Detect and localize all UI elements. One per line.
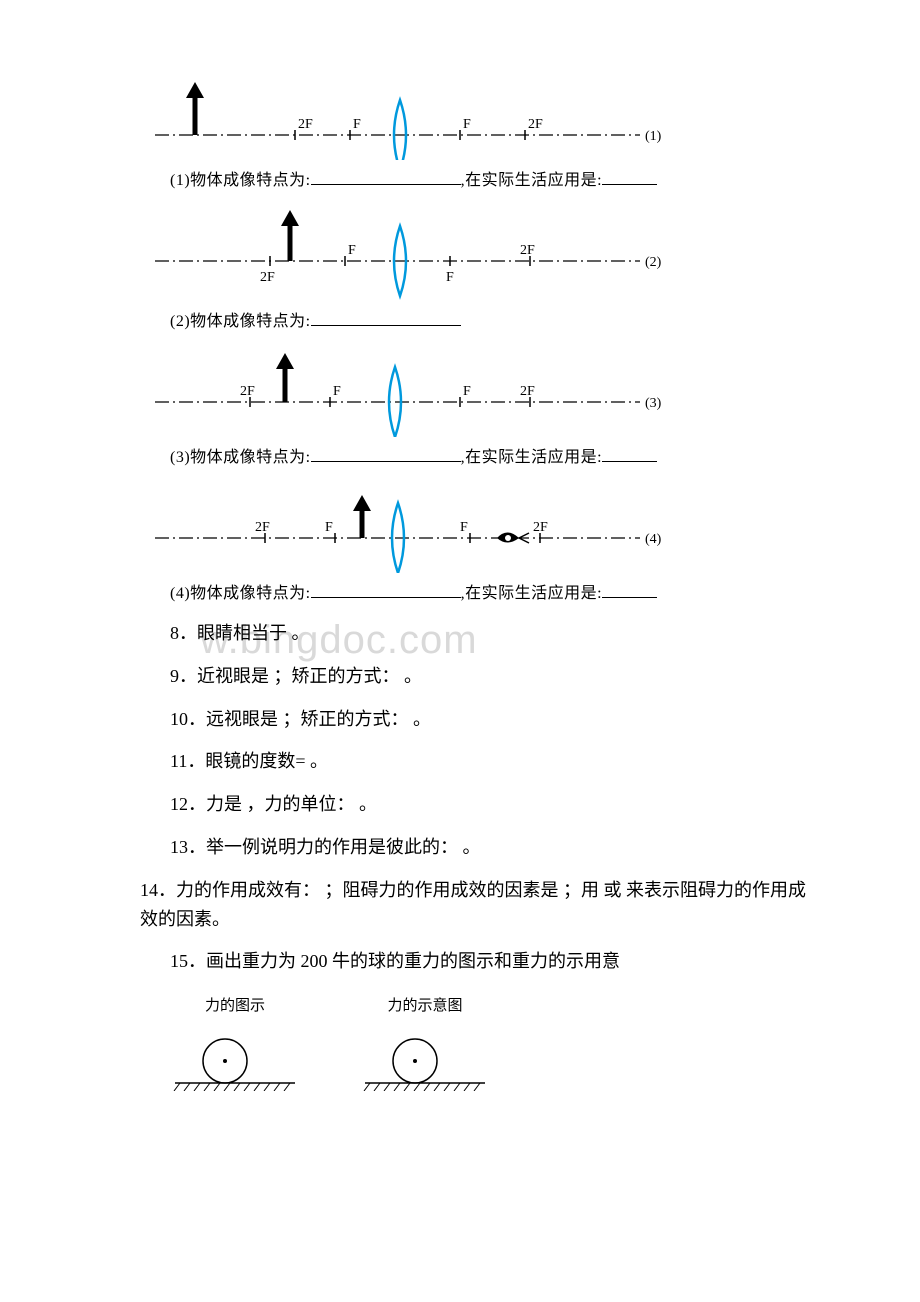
svg-text:(4): (4) — [645, 532, 662, 547]
svg-text:(1): (1) — [645, 129, 662, 144]
q10: 10．远视眼是 ；矫正的方式： 。 — [170, 705, 820, 734]
d2-prefix: (2)物体成像特点为: — [170, 313, 311, 330]
diagram-2: 2F F F 2F (2) (2)物体成像特点为: — [140, 206, 820, 331]
lens-diagram-4-svg: 2F F F 2F (4) — [140, 483, 680, 573]
svg-text:2F: 2F — [520, 243, 535, 258]
d4-prefix: (4)物体成像特点为: — [170, 585, 311, 602]
svg-text:F: F — [348, 243, 356, 258]
q11: 11．眼镜的度数= 。 — [170, 747, 820, 776]
q9: 9．近视眼是 ；矫正的方式： 。 — [170, 662, 820, 691]
d4-blank1 — [311, 582, 461, 598]
diagram-1: 2F F F 2F (1) (1)物体成像特点为: ,在实际生活应用是: — [140, 80, 820, 190]
svg-text:F: F — [463, 384, 471, 399]
q8: 8．眼睛相当于 。 — [170, 619, 820, 648]
d3-blank2 — [602, 446, 657, 462]
svg-text:F: F — [460, 520, 468, 535]
d3-suffix: ,在实际生活应用是: — [461, 449, 602, 466]
svg-text:(2): (2) — [645, 255, 662, 270]
diagram-2-caption: (2)物体成像特点为: — [170, 307, 820, 331]
svg-text:(3): (3) — [645, 396, 662, 411]
d2-blank1 — [311, 310, 461, 326]
diagram-4-caption: (4)物体成像特点为: ,在实际生活应用是: — [170, 579, 820, 603]
svg-text:F: F — [325, 520, 333, 535]
d3-blank1 — [311, 446, 461, 462]
right-label: 力的示意图 — [360, 994, 490, 1015]
q12: 12．力是 ，力的单位： 。 — [170, 790, 820, 819]
d3-prefix: (3)物体成像特点为: — [170, 449, 311, 466]
force-diagrams: 力的图示 力的示意图 — [170, 994, 820, 1096]
q15: 15．画出重力为 200 牛的球的重力的图示和重力的示用意 — [170, 947, 820, 976]
diagram-4: 2F F F 2F (4) (4)物体成像特点为: ,在实际生活应用是: — [140, 483, 820, 603]
d1-prefix: (1)物体成像特点为: — [170, 172, 311, 189]
diagram-3: 2F F F 2F (3) (3)物体成像特点为: ,在实际生活应用是: — [140, 347, 820, 467]
d1-blank1 — [311, 169, 461, 185]
svg-text:2F: 2F — [298, 117, 313, 132]
svg-text:2F: 2F — [520, 384, 535, 399]
q14: 14．力的作用成效有： ；阻碍力的作用成效的因素是 ；用 或 来表示阻碍力的作用… — [140, 876, 820, 934]
left-label: 力的图示 — [170, 994, 300, 1015]
ball-left-svg — [170, 1031, 300, 1091]
svg-text:2F: 2F — [260, 270, 275, 285]
q13: 13．举一例说明力的作用是彼此的： 。 — [170, 833, 820, 862]
force-diagram-right: 力的示意图 — [360, 994, 490, 1096]
d4-suffix: ,在实际生活应用是: — [461, 585, 602, 602]
force-diagram-left: 力的图示 — [170, 994, 300, 1096]
d1-suffix: ,在实际生活应用是: — [461, 172, 602, 189]
svg-text:F: F — [353, 117, 361, 132]
d1-blank2 — [602, 169, 657, 185]
ball-right-svg — [360, 1031, 490, 1091]
svg-text:2F: 2F — [533, 520, 548, 535]
lens-diagram-2-svg: 2F F F 2F (2) — [140, 206, 680, 301]
lens-diagram-1-svg: 2F F F 2F (1) — [140, 80, 680, 160]
svg-text:2F: 2F — [255, 520, 270, 535]
svg-text:F: F — [463, 117, 471, 132]
diagram-1-caption: (1)物体成像特点为: ,在实际生活应用是: — [170, 166, 820, 190]
lens-diagram-3-svg: 2F F F 2F (3) — [140, 347, 680, 437]
svg-text:2F: 2F — [528, 117, 543, 132]
svg-text:F: F — [446, 270, 454, 285]
diagram-3-caption: (3)物体成像特点为: ,在实际生活应用是: — [170, 443, 820, 467]
d4-blank2 — [602, 582, 657, 598]
svg-text:F: F — [333, 384, 341, 399]
svg-text:2F: 2F — [240, 384, 255, 399]
